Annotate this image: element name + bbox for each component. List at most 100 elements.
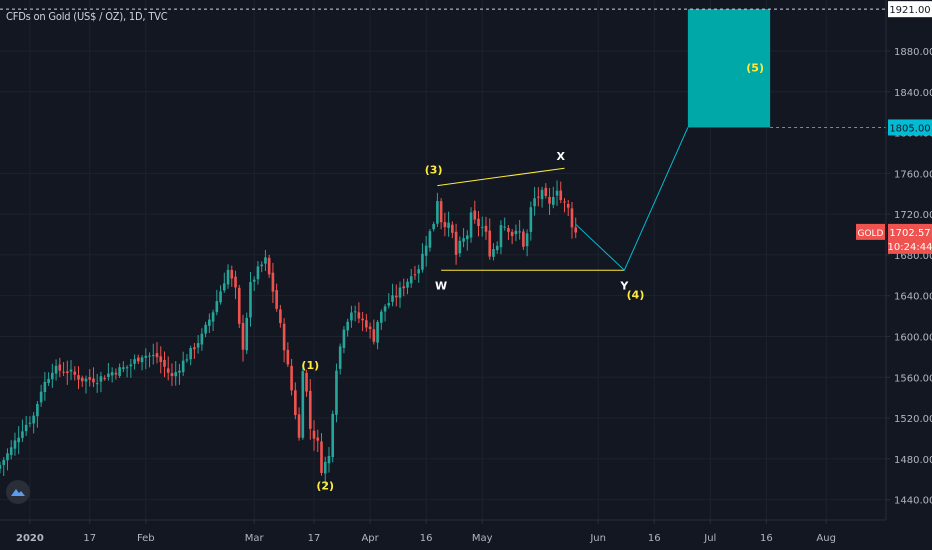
candle xyxy=(43,372,47,401)
candle xyxy=(6,448,9,471)
wave-label: (4) xyxy=(627,289,645,302)
time-tick-label: 17 xyxy=(83,533,96,544)
time-tick-label: 17 xyxy=(308,533,321,544)
candle xyxy=(342,326,346,354)
candle xyxy=(383,304,387,322)
svg-text:1702.57: 1702.57 xyxy=(889,228,930,239)
price-tick-label: 1880.00 xyxy=(894,47,932,58)
candle xyxy=(267,254,271,278)
candle xyxy=(469,207,473,243)
candle xyxy=(99,371,103,393)
candle xyxy=(54,359,58,381)
candle xyxy=(286,342,290,368)
candle xyxy=(178,363,181,385)
candle xyxy=(181,351,185,376)
wave-trendline xyxy=(437,167,565,187)
price-tick-label: 1440.00 xyxy=(894,496,932,507)
candle xyxy=(566,199,570,217)
candle xyxy=(148,352,151,368)
candle xyxy=(77,366,80,390)
candle xyxy=(245,312,249,354)
candle xyxy=(196,335,200,354)
wave-label: (3) xyxy=(425,163,443,176)
projection-path xyxy=(575,127,689,272)
candle xyxy=(346,318,349,337)
candle xyxy=(125,365,129,378)
candle xyxy=(193,342,196,359)
level-badge: 1921.00 xyxy=(888,1,932,18)
candle xyxy=(103,375,106,381)
candle xyxy=(492,243,495,261)
candle xyxy=(110,367,114,383)
candle xyxy=(0,461,2,474)
candle xyxy=(118,363,121,378)
candle xyxy=(394,284,398,307)
candle xyxy=(290,358,293,396)
candle xyxy=(122,361,125,373)
candle xyxy=(443,212,447,237)
candle xyxy=(398,281,402,308)
wave-overlays: (1) (2) (3) X W Y(4) (5) xyxy=(301,9,771,492)
candle xyxy=(480,216,484,237)
candle xyxy=(424,236,428,267)
candle xyxy=(391,283,394,307)
symbol-badge: GOLD xyxy=(856,223,885,240)
wave-label: (2) xyxy=(316,479,334,492)
candle xyxy=(137,354,140,365)
candle xyxy=(451,221,454,239)
candle xyxy=(2,457,6,476)
candle xyxy=(323,456,327,486)
candle xyxy=(62,362,65,376)
candle xyxy=(559,181,563,204)
svg-text:1805.00: 1805.00 xyxy=(889,123,930,134)
candle xyxy=(133,354,136,370)
candle xyxy=(13,432,17,456)
candle xyxy=(39,384,43,407)
candle xyxy=(477,211,480,237)
candle xyxy=(80,375,84,387)
time-tick-label: Mar xyxy=(245,533,265,544)
time-tick-label: Jul xyxy=(703,533,716,544)
candle xyxy=(473,200,477,224)
candle xyxy=(436,192,439,227)
time-tick-label: Aug xyxy=(816,533,836,544)
candle xyxy=(507,225,510,240)
candle xyxy=(129,358,133,378)
time-axis[interactable]: 2020 17 Feb Mar 17 Apr 16 May Jun 16 Jul 16 Aug xyxy=(16,520,836,544)
price-badges: 1921.00 1805.00 GOLD 1702.57 10:24:44 xyxy=(856,1,932,254)
candle xyxy=(47,372,50,386)
candle xyxy=(21,419,24,442)
price-tick-label: 1640.00 xyxy=(894,292,932,303)
candle xyxy=(458,236,462,258)
time-tick-label: 16 xyxy=(648,533,661,544)
candle xyxy=(275,283,278,312)
candle xyxy=(462,228,465,248)
candle xyxy=(234,270,237,300)
candle xyxy=(368,322,372,339)
candle xyxy=(260,261,263,273)
time-tick-label: 2020 xyxy=(16,533,44,544)
candle xyxy=(495,241,499,254)
level-badge: 1805.00 xyxy=(888,119,932,136)
candle xyxy=(159,346,163,374)
candle xyxy=(73,366,77,381)
candle xyxy=(249,271,252,327)
candle xyxy=(271,262,275,304)
candle xyxy=(454,223,458,265)
candle xyxy=(58,357,62,378)
tradingview-logo[interactable] xyxy=(6,480,30,504)
candle xyxy=(488,218,492,260)
candle xyxy=(226,264,230,289)
target-box[interactable] xyxy=(687,9,771,128)
price-tick-label: 1560.00 xyxy=(894,373,932,384)
candle xyxy=(312,420,316,451)
candle xyxy=(361,311,364,332)
candle xyxy=(95,373,99,393)
svg-text:GOLD: GOLD xyxy=(857,229,883,239)
candle xyxy=(24,415,28,437)
candle xyxy=(533,186,536,216)
price-tick-label: 1480.00 xyxy=(894,455,932,466)
price-tick-label: 1840.00 xyxy=(894,88,932,99)
